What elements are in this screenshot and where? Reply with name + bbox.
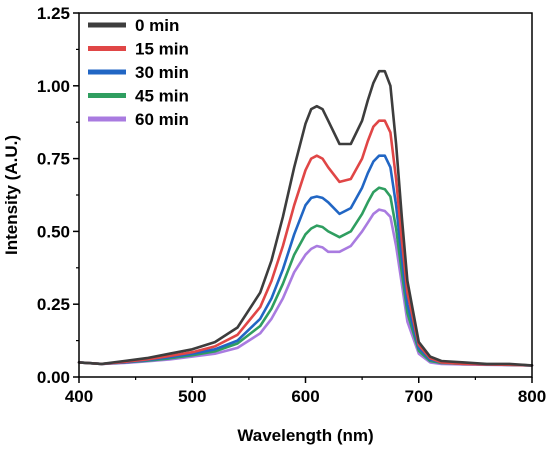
legend-label-2: 30 min [135, 63, 189, 82]
series-line-3 [77, 186, 534, 367]
x-tick-label: 700 [405, 387, 433, 406]
y-axis-title: Intensity (A.U.) [2, 135, 21, 255]
series-line-2 [77, 154, 534, 367]
series-line-4 [77, 208, 534, 367]
x-axis-title: Wavelength (nm) [237, 426, 373, 445]
y-tick-label: 0.25 [37, 295, 70, 314]
y-tick-label: 1.00 [37, 77, 70, 96]
legend-label-1: 15 min [135, 40, 189, 59]
x-tick-label: 400 [65, 387, 93, 406]
y-tick-label: 0.00 [37, 368, 70, 387]
legend-label-0: 0 min [135, 16, 179, 35]
y-tick-label: 0.75 [37, 150, 70, 169]
x-tick-label: 800 [518, 387, 546, 406]
x-tick-label: 600 [291, 387, 319, 406]
series-line-1 [77, 119, 534, 367]
x-tick-label: 500 [178, 387, 206, 406]
y-tick-label: 0.50 [37, 222, 70, 241]
ticks-layer: 400 500 600 700 800 0.00 0.25 0.50 0.75 1.00 1.25 [37, 4, 546, 406]
series-line-0 [77, 69, 534, 367]
y-tick-label: 1.25 [37, 4, 70, 23]
legend-label-4: 60 min [135, 110, 189, 129]
legend-label-3: 45 min [135, 87, 189, 106]
legend: 0 min 15 min 30 min 45 min 60 min [88, 16, 189, 129]
series-layer [77, 69, 534, 367]
